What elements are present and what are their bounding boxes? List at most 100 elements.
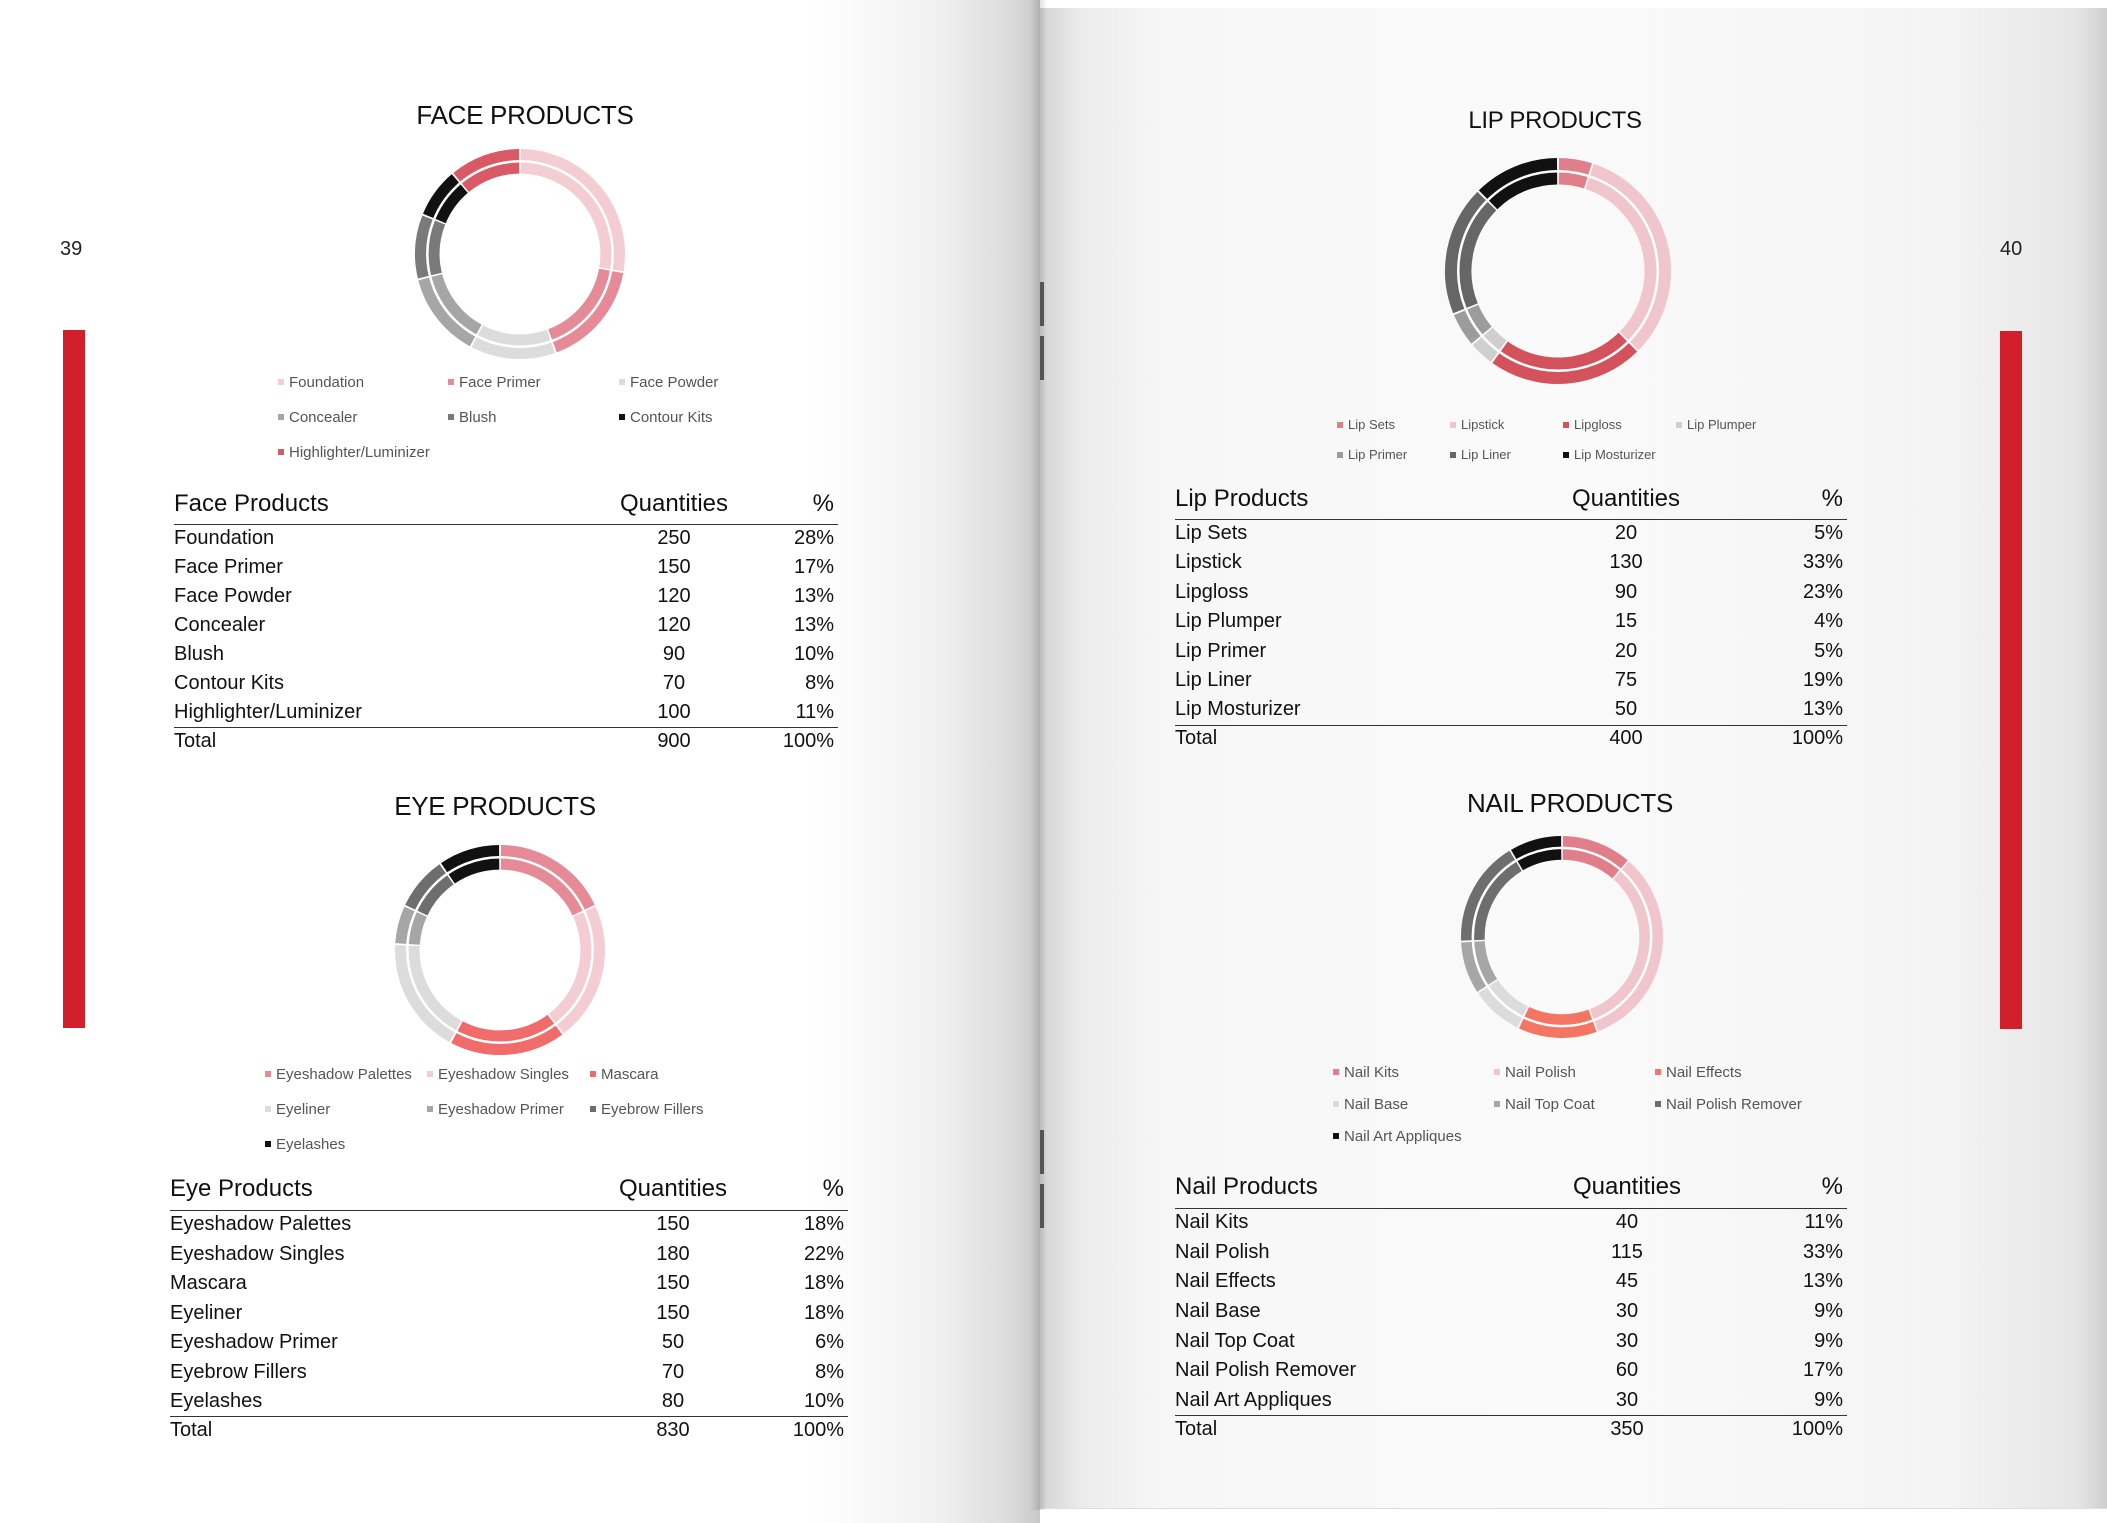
legend-item: Face Primer: [448, 374, 541, 391]
eye-donut-chart: [395, 845, 605, 1055]
table-row: Eyebrow Fillers 70 8%: [170, 1361, 844, 1383]
legend-swatch: [265, 1106, 271, 1113]
donut-band-divider: [1471, 846, 1653, 1028]
total-rule: [174, 727, 838, 728]
lip-donut-chart: [1445, 158, 1671, 384]
table-row: Lip Liner 75 19%: [1175, 669, 1843, 691]
legend-item: Nail Top Coat: [1494, 1096, 1595, 1113]
face-section-title: FACE PRODUCTS: [416, 100, 634, 130]
legend-swatch: [1676, 421, 1682, 428]
table-header-row: Nail Products Quantities%: [1175, 1173, 1843, 1200]
donut-slice-nail-kits: [1562, 836, 1628, 879]
table-total-row: Total 350 100%: [1175, 1418, 1843, 1440]
table-row: Contour Kits 70 8%: [174, 672, 834, 694]
table-row: Eyeshadow Singles 180 22%: [170, 1243, 844, 1265]
page-edge-tab: [1040, 282, 1044, 326]
legend-item: Eyeshadow Palettes: [265, 1066, 412, 1083]
donut-band-divider: [1456, 169, 1660, 373]
legend-swatch: [1655, 1101, 1661, 1108]
legend-item: Nail Effects: [1655, 1064, 1742, 1081]
nail-products-table: Nail Products Quantities% Nail Kits 40 11% …: [1175, 1173, 1847, 1445]
legend-swatch: [1333, 1133, 1339, 1140]
table-row: Concealer 120 13%: [174, 614, 834, 636]
legend-item: Nail Polish: [1494, 1064, 1576, 1081]
legend-swatch: [427, 1106, 433, 1113]
legend-item: Nail Polish Remover: [1655, 1096, 1802, 1113]
legend-item: Eyeliner: [265, 1101, 330, 1118]
table-row: Nail Polish Remover 60 17%: [1175, 1359, 1843, 1381]
header-rule: [170, 1210, 848, 1211]
legend-swatch: [448, 379, 454, 386]
legend-swatch: [619, 379, 625, 386]
donut-band-divider: [426, 160, 614, 348]
table-row: Face Primer 150 17%: [174, 556, 834, 578]
legend-item: Lip Sets: [1337, 417, 1395, 432]
table-row: Face Powder 120 13%: [174, 585, 834, 607]
table-row: Nail Art Appliques 30 9%: [1175, 1389, 1843, 1411]
total-rule: [1175, 725, 1847, 726]
donut-slice-contour-kits: [423, 174, 469, 224]
legend-item: Lip Primer: [1337, 447, 1407, 462]
eye-section-title: EYE PRODUCTS: [394, 791, 596, 821]
header-rule: [1175, 1208, 1847, 1209]
legend-swatch: [1494, 1069, 1500, 1076]
legend-swatch: [1563, 451, 1569, 458]
legend-swatch: [1337, 451, 1343, 458]
table-row: Lip Mosturizer 50 13%: [1175, 698, 1843, 720]
face-products-table: Face Products Quantities% Foundation 250 28…: [174, 490, 838, 758]
page-edge-tab: [1040, 336, 1044, 380]
legend-item: Blush: [448, 409, 497, 426]
table-row: Nail Top Coat 30 9%: [1175, 1330, 1843, 1352]
legend-swatch: [1333, 1069, 1339, 1076]
table-row: Nail Base 30 9%: [1175, 1300, 1843, 1322]
table-header-row: Lip Products Quantities%: [1175, 485, 1843, 512]
donut-band-divider: [406, 856, 594, 1044]
table-row: Lipgloss 90 23%: [1175, 581, 1843, 603]
legend-item: Highlighter/Luminizer: [278, 444, 430, 461]
table-row: Nail Effects 45 13%: [1175, 1270, 1843, 1292]
donut-slice-eyeshadow-palettes: [500, 845, 595, 916]
total-rule: [170, 1416, 848, 1417]
legend-item: Eyeshadow Primer: [427, 1101, 564, 1118]
legend-item: Nail Art Appliques: [1333, 1128, 1462, 1145]
right-accent-bar: [2000, 331, 2022, 1029]
nail-donut-chart: [1461, 836, 1663, 1038]
legend-item: Lipgloss: [1563, 417, 1622, 432]
table-row: Eyeshadow Palettes 150 18%: [170, 1213, 844, 1235]
eye-products-table: Eye Products Quantities% Eyeshadow Palett…: [170, 1175, 848, 1445]
legend-item: Mascara: [590, 1066, 659, 1083]
donut-slice-lip-mosturizer: [1478, 158, 1558, 210]
page-edge-tab: [1040, 1184, 1044, 1228]
legend-swatch: [1563, 421, 1569, 428]
legend-item: Lipstick: [1450, 417, 1504, 432]
nail-section-title: NAIL PRODUCTS: [1466, 788, 1674, 818]
legend-item: Lip Plumper: [1676, 417, 1756, 432]
lip-section-title: LIP PRODUCTS: [1468, 107, 1642, 134]
right-page: [1040, 8, 2107, 1509]
face-donut-chart: [415, 149, 625, 359]
table-row: Nail Kits 40 11%: [1175, 1211, 1843, 1233]
legend-swatch: [265, 1141, 271, 1148]
donut-slice-foundation: [520, 149, 625, 272]
table-total-row: Total 900 100%: [174, 730, 834, 752]
legend-item: Foundation: [278, 374, 364, 391]
page-number-right: 40: [2000, 238, 2023, 260]
legend-swatch: [1655, 1069, 1661, 1076]
legend-swatch: [1337, 421, 1343, 428]
table-total-row: Total 830 100%: [170, 1419, 844, 1441]
legend-swatch: [448, 414, 454, 421]
legend-item: Face Powder: [619, 374, 718, 391]
page-edge-tab: [1040, 1130, 1044, 1174]
table-row: Lipstick 130 33%: [1175, 551, 1843, 573]
donut-slice-nail-base: [1478, 979, 1529, 1028]
donut-slice-eyelashes: [441, 845, 500, 884]
legend-swatch: [590, 1071, 596, 1078]
table-row: Lip Primer 20 5%: [1175, 640, 1843, 662]
donut-slice-eyebrow-fillers: [405, 864, 455, 916]
legend-swatch: [1450, 421, 1456, 428]
legend-item: Eyelashes: [265, 1136, 345, 1153]
legend-swatch: [278, 414, 284, 421]
spine-shadow: [1030, 0, 1046, 1510]
donut-slice-nail-polish: [1589, 861, 1663, 1032]
lip-products-table: Lip Products Quantities% Lip Sets 20 5% Lip…: [1175, 485, 1847, 755]
